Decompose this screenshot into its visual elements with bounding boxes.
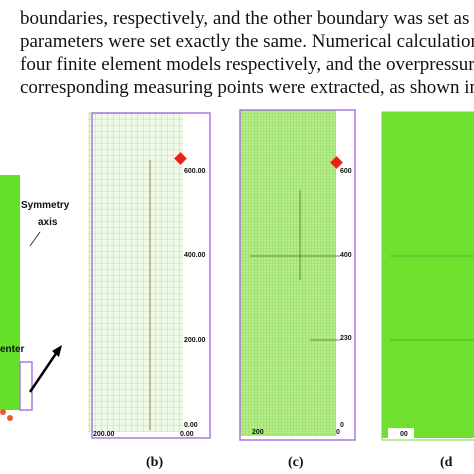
text-line: boundaries, respectively, and the other … (20, 8, 474, 29)
mesh (240, 110, 336, 436)
x-label: 0 (336, 429, 340, 436)
caption: (b) (146, 455, 163, 470)
annotation: enter (0, 344, 25, 355)
arrow (29, 231, 41, 247)
axis-line (390, 255, 474, 341)
arrow-head (52, 345, 62, 357)
caption: (c) (288, 455, 304, 470)
arrow (28, 351, 59, 393)
paragraph: boundaries, respectively, and the other … (20, 8, 474, 98)
x-label: 200.00 (93, 431, 115, 438)
axis-line (250, 190, 340, 341)
y-label: 200.00 (184, 337, 206, 344)
zoom-box (19, 361, 33, 411)
y-label: 400 (340, 252, 352, 259)
label-bg (388, 428, 414, 438)
panel-b: 600.00 400.00 200.00 0.00 200.00 0.00 (b… (88, 112, 211, 470)
charge (174, 152, 187, 165)
panel-a: Symmetry axis enter (0, 175, 70, 421)
frame (381, 111, 474, 441)
annotation: Symmetry (21, 200, 70, 211)
text-line: four finite element models respectively,… (20, 54, 474, 75)
mesh (382, 112, 474, 438)
y-label: 230 (340, 335, 352, 342)
y-label: 0 (340, 422, 344, 429)
y-label: 600 (340, 168, 352, 175)
frame (91, 112, 211, 439)
annotation: axis (38, 217, 58, 228)
marker (7, 415, 13, 421)
caption: (d (440, 455, 453, 470)
y-label: 0.00 (184, 422, 198, 429)
text-line: corresponding measuring points were extr… (20, 77, 474, 98)
text-line: parameters were set exactly the same. Nu… (20, 31, 474, 52)
x-label: 0.00 (180, 431, 194, 438)
mesh (88, 112, 183, 432)
y-label: 600.00 (184, 168, 206, 175)
panel-c: 600 400 230 0 200 0 (c) (239, 109, 356, 470)
x-label: 200 (252, 429, 264, 436)
panel-d: 00 (d (381, 111, 474, 470)
marker (0, 409, 6, 415)
frame (239, 109, 356, 441)
y-label: 400.00 (184, 252, 206, 259)
charge (330, 156, 343, 169)
model-region (0, 175, 20, 410)
x-label: 00 (400, 431, 408, 438)
